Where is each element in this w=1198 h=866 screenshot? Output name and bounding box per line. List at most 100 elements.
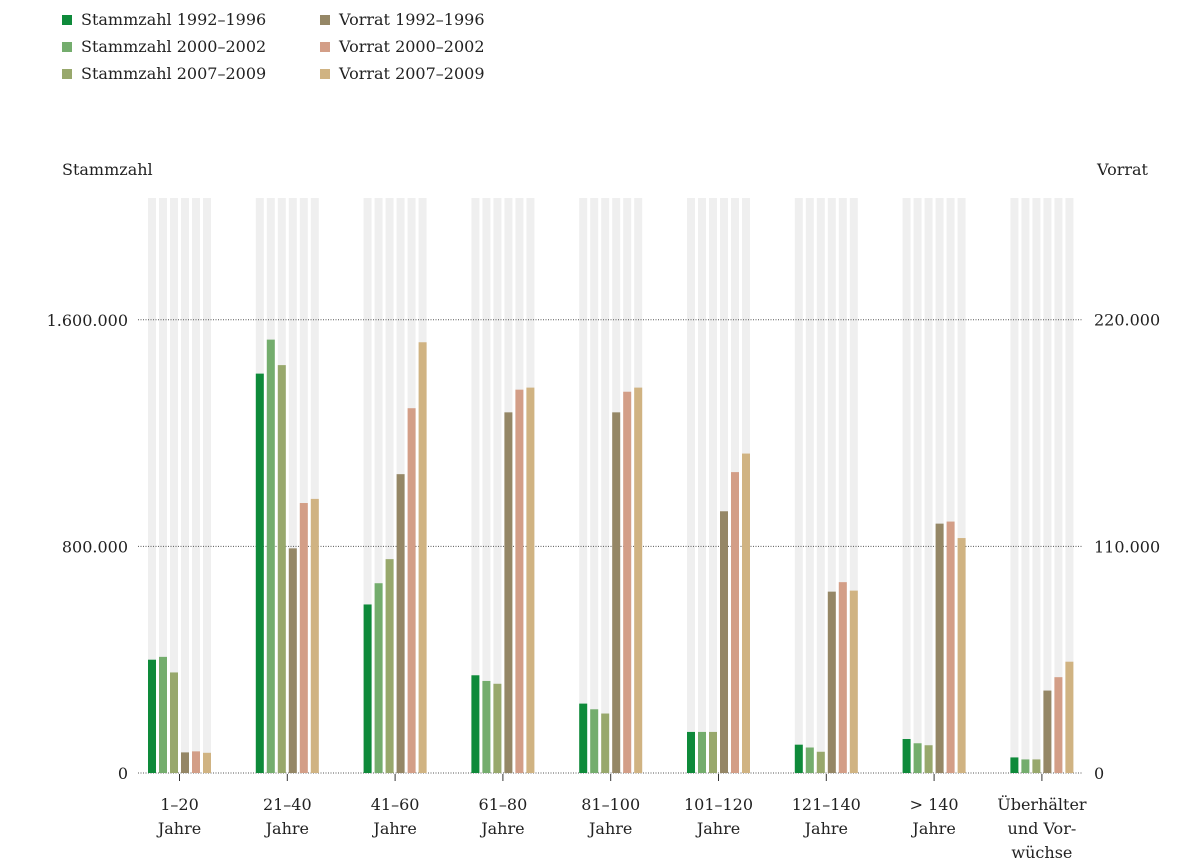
bar: [493, 683, 502, 773]
bar: [192, 751, 200, 773]
background-stripe: [913, 198, 922, 773]
bar: [299, 503, 308, 773]
left-tick-label: 800.000: [62, 537, 128, 556]
bar: [159, 656, 167, 773]
category-label: Jahre: [371, 819, 416, 838]
bar: [849, 590, 858, 773]
bar: [816, 751, 825, 773]
left-tick-label: 1.600.000: [47, 311, 128, 330]
background-stripe: [1043, 198, 1052, 773]
legend-label: Stammzahl 2007–2009: [81, 64, 267, 83]
bar: [590, 709, 599, 773]
bar: [277, 365, 286, 773]
bar: [946, 521, 955, 773]
background-stripe: [709, 198, 717, 773]
bar: [720, 511, 728, 773]
background-stripe: [935, 198, 944, 773]
legend-swatch: [62, 14, 72, 25]
background-stripe: [794, 198, 803, 773]
background-stripe: [159, 198, 167, 773]
legend-swatch: [320, 68, 330, 79]
category-label: Jahre: [156, 819, 201, 838]
legend-item: Vorrat 2000–2002: [320, 35, 570, 58]
bar: [838, 582, 847, 773]
bar: [935, 523, 944, 773]
right-tick-label: 0: [1094, 764, 1104, 783]
category-label: wüchse: [1011, 843, 1072, 862]
bar: [1021, 759, 1030, 773]
left-tick-label: 0: [118, 764, 128, 783]
category-label: 121–140: [792, 795, 861, 814]
bar: [601, 713, 610, 773]
background-stripe: [805, 198, 814, 773]
bar: [310, 498, 319, 773]
background-stripe: [363, 198, 372, 773]
background-stripe: [181, 198, 189, 773]
category-label: 81–100: [581, 795, 640, 814]
bar: [698, 731, 706, 773]
background-stripe: [482, 198, 491, 773]
background-stripe: [288, 198, 297, 773]
bar: [742, 453, 750, 773]
legend: Stammzahl 1992–1996 Vorrat 1992–1996 Sta…: [62, 8, 570, 85]
legend-item: Vorrat 2007–2009: [320, 62, 570, 85]
bar: [623, 391, 632, 773]
category-label: 41–60: [371, 795, 420, 814]
bar: [1043, 690, 1052, 773]
category-label: und Vor-: [1008, 819, 1077, 838]
legend-item: Stammzahl 2000–2002: [62, 35, 320, 58]
background-stripe: [601, 198, 610, 773]
bar: [255, 373, 264, 773]
bar: [526, 387, 535, 773]
background-stripe: [299, 198, 308, 773]
bar: [1010, 757, 1019, 773]
bar: [418, 342, 427, 773]
category-label: Jahre: [695, 819, 740, 838]
background-stripe: [471, 198, 480, 773]
legend-label: Vorrat 2000–2002: [339, 37, 485, 56]
legend-item: Stammzahl 1992–1996: [62, 8, 320, 31]
legend-label: Stammzahl 2000–2002: [81, 37, 267, 56]
bar: [363, 604, 372, 773]
category-label: Überhälter: [997, 794, 1087, 814]
background-stripe: [170, 198, 178, 773]
bar: [1065, 661, 1074, 773]
background-stripe: [816, 198, 825, 773]
background-stripe: [1065, 198, 1074, 773]
bar: [170, 672, 178, 773]
legend-label: Stammzahl 1992–1996: [81, 10, 267, 29]
bar: [913, 743, 922, 773]
bar: [1054, 677, 1063, 773]
right-tick-label: 110.000: [1094, 537, 1160, 556]
bar: [374, 583, 383, 773]
category-label: 1–20: [160, 795, 199, 814]
background-stripe: [924, 198, 933, 773]
background-stripe: [946, 198, 955, 773]
bar: [634, 387, 643, 773]
background-stripe: [203, 198, 211, 773]
bar: [266, 339, 275, 773]
bar: [203, 752, 211, 773]
background-stripe: [849, 198, 858, 773]
category-label: Jahre: [587, 819, 632, 838]
bar: [1032, 759, 1041, 773]
background-stripe: [1054, 198, 1063, 773]
bar: [687, 731, 695, 773]
bar: [407, 408, 416, 773]
bar: [504, 412, 513, 773]
background-stripe: [579, 198, 588, 773]
category-label: 101–120: [684, 795, 753, 814]
bar: [385, 559, 394, 773]
background-stripe: [1021, 198, 1030, 773]
bar: [181, 752, 189, 773]
bar: [794, 744, 803, 773]
bar: [957, 538, 966, 773]
bar: [515, 389, 524, 773]
legend-swatch: [320, 41, 330, 52]
right-axis-title: Vorrat: [1097, 160, 1148, 179]
bar: [148, 659, 156, 773]
bar: [805, 747, 814, 773]
category-label: Jahre: [803, 819, 848, 838]
legend-swatch: [62, 68, 72, 79]
